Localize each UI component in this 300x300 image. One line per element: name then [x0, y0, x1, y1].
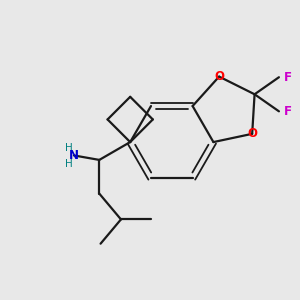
Text: F: F: [284, 71, 292, 84]
Text: O: O: [247, 127, 257, 140]
Text: H: H: [65, 159, 73, 169]
Text: F: F: [284, 105, 292, 118]
Text: N: N: [69, 149, 79, 162]
Text: H: H: [65, 143, 73, 153]
Text: O: O: [214, 70, 224, 83]
